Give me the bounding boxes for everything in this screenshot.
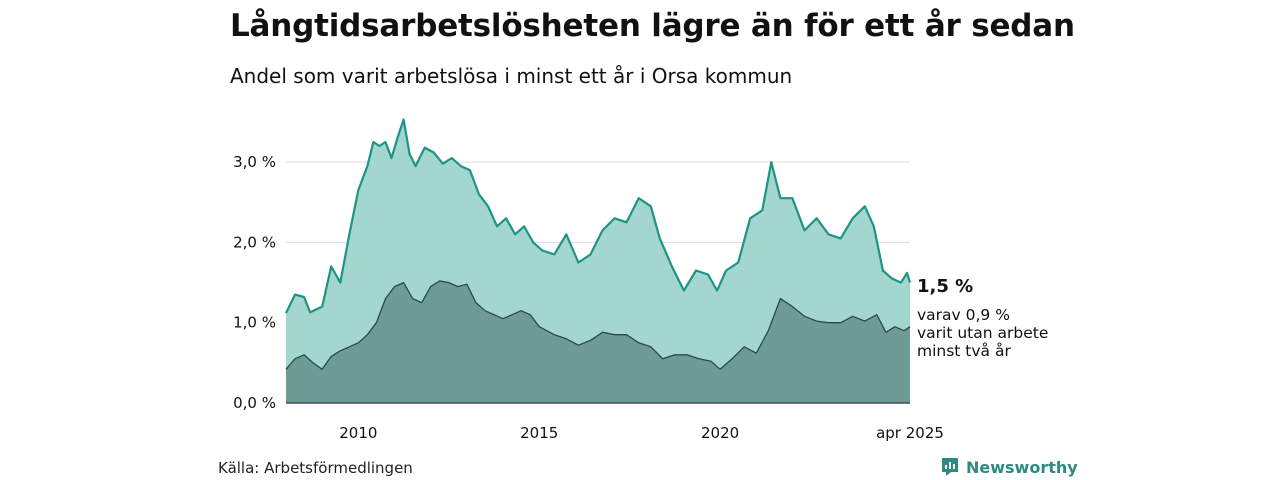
x-tick-label: apr 2025: [876, 424, 944, 442]
y-tick-label: 0,0 %: [233, 394, 276, 412]
brand-logo[interactable]: Newsworthy: [940, 456, 1078, 478]
brand-name: Newsworthy: [966, 457, 1078, 477]
series-line-long-term: [285, 280, 911, 370]
x-tick-label: 2020: [701, 424, 739, 442]
chart-title: Långtidsarbetslösheten lägre än för ett …: [230, 8, 1075, 44]
y-tick-label: 2,0 %: [233, 233, 276, 251]
y-tick-label: 3,0 %: [233, 153, 276, 171]
x-tick-label: 2010: [339, 424, 377, 442]
source-note: Källa: Arbetsförmedlingen: [218, 459, 413, 477]
x-tick-label: 2015: [520, 424, 558, 442]
y-tick-label: 1,0 %: [233, 314, 276, 332]
newsworthy-logo-icon: [942, 458, 958, 476]
end-label-long-line1: varav 0,9 %: [917, 306, 1010, 324]
end-label-total: 1,5 %: [917, 276, 973, 297]
axis-layer: 0,0 % 1,0 % 2,0 % 3,0 % 2010 2015 2020 apr 2025: [233, 153, 944, 442]
end-label-layer: 1,5 % varav 0,9 % varit utan arbete mins…: [917, 276, 1048, 360]
chart-subtitle: Andel som varit arbetslösa i minst ett å…: [230, 64, 793, 88]
area-chart: 0,0 % 1,0 % 2,0 % 3,0 % 2010 2015 2020 apr 2025…: [233, 118, 1048, 442]
series-area-long-term: [286, 280, 910, 403]
series-layer: [285, 118, 912, 403]
end-label-long-line3: minst två år: [917, 342, 1011, 360]
series-line-total: [285, 118, 912, 314]
end-label-long-line2: varit utan arbete: [917, 324, 1048, 342]
